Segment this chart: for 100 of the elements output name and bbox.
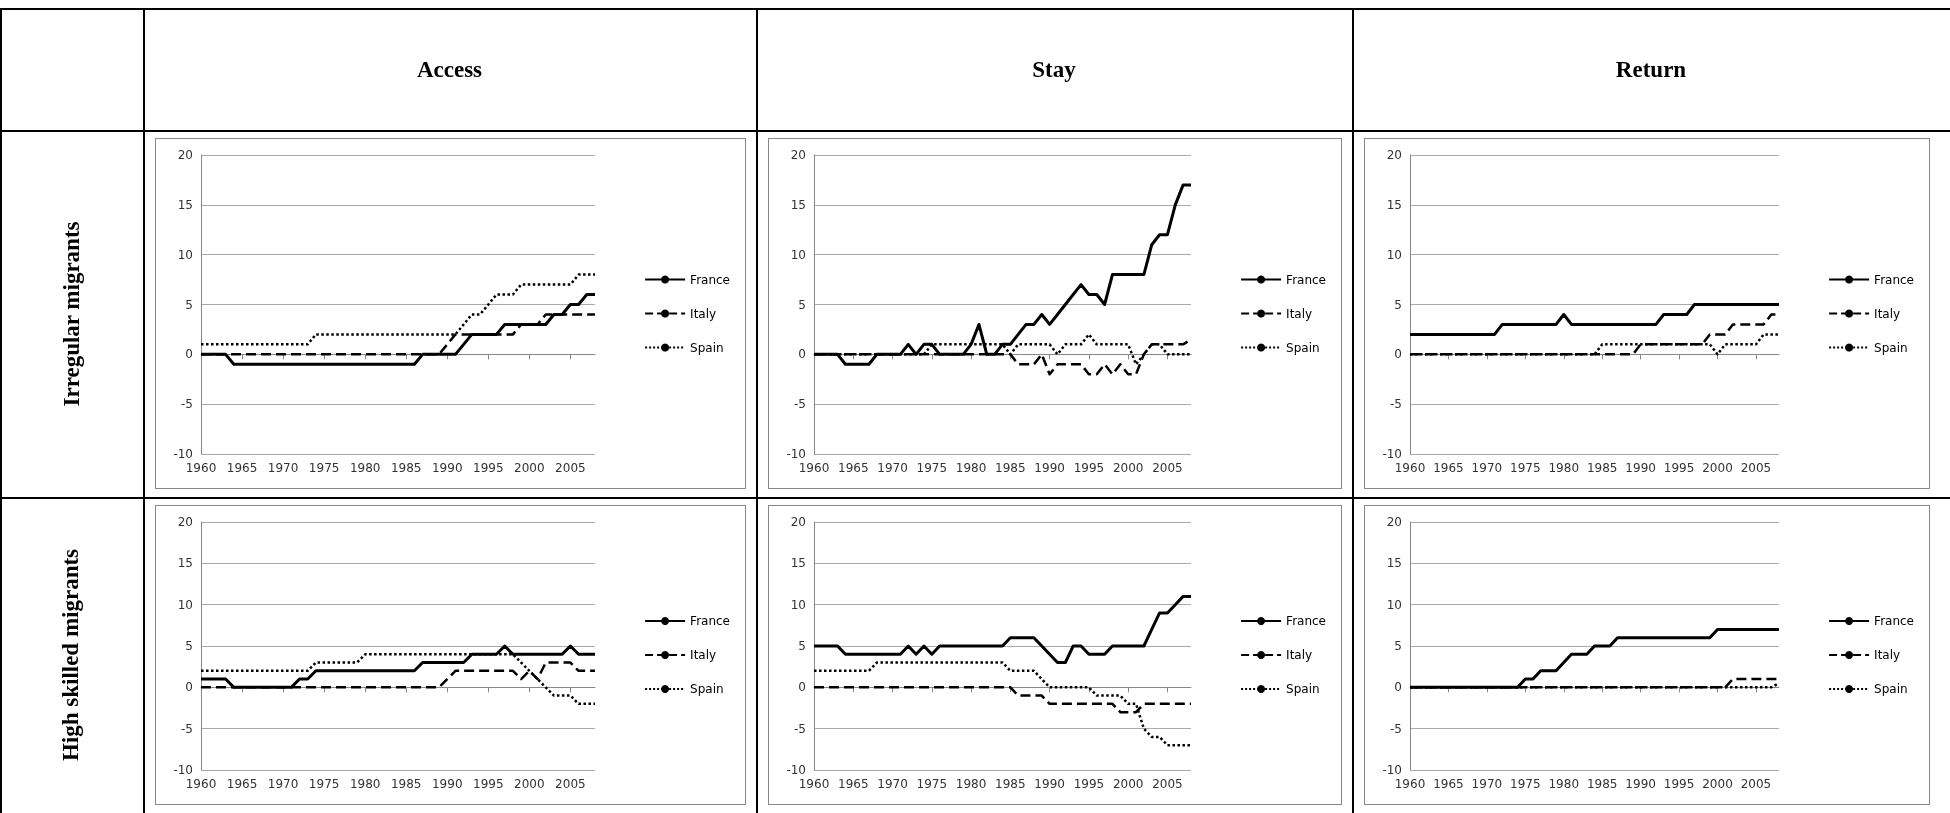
chart-title: Access: [415, 56, 484, 84]
x-tick-label: 1965: [226, 461, 258, 475]
x-tick-label: 2005: [1740, 777, 1772, 791]
x-tick-label: 1995: [1663, 461, 1695, 475]
x-tick-label: 1975: [308, 777, 340, 791]
x-tick-label: 1960: [798, 777, 830, 791]
x-tick-label: 1970: [267, 777, 299, 791]
chart-title: Return: [1614, 56, 1688, 84]
y-tick-label: 20: [1386, 515, 1402, 529]
y-tick-label: -10: [786, 763, 806, 777]
y-tick-label: -5: [181, 721, 193, 736]
x-tick-label: 1960: [185, 461, 217, 475]
y-tick-label: 5: [1394, 639, 1402, 653]
x-tick-label: 1990: [1625, 461, 1656, 475]
y-tick-label: 20: [790, 148, 806, 162]
y-tick-label: 10: [177, 247, 193, 262]
x-tick-label: 1980: [349, 777, 381, 791]
y-tick-label: -10: [1382, 447, 1402, 461]
legend-label: France: [1874, 614, 1914, 628]
y-tick-label: 15: [790, 197, 806, 212]
y-tick-label: 0: [185, 680, 193, 695]
y-tick-label: 5: [185, 639, 193, 653]
x-tick-label: 1975: [308, 461, 340, 475]
x-tick-label: 1980: [955, 777, 987, 791]
x-tick-label: 1980: [349, 461, 381, 475]
y-tick-label: 0: [185, 347, 193, 362]
x-tick-label: 1995: [473, 461, 504, 475]
x-tick-label: 1975: [1510, 777, 1541, 791]
y-tick-label: 20: [790, 515, 806, 529]
y-tick-label: 5: [1394, 297, 1402, 312]
x-tick-label: 1990: [1034, 777, 1065, 791]
x-tick-label: 1990: [431, 461, 463, 475]
x-tick-label: 2005: [555, 777, 586, 791]
x-tick-label: 1980: [955, 461, 987, 475]
x-tick-label: 1970: [1471, 777, 1503, 791]
y-tick-label: -5: [1390, 721, 1402, 736]
x-tick-label: 1990: [1625, 777, 1656, 791]
y-tick-label: 0: [798, 347, 806, 362]
x-tick-label: 1985: [995, 461, 1026, 475]
x-tick-label: 1960: [1394, 777, 1426, 791]
y-tick-label: 10: [790, 247, 806, 262]
legend-label: Spain: [690, 340, 724, 355]
y-tick-label: -5: [794, 721, 806, 736]
x-tick-label: 2000: [1702, 461, 1733, 475]
legend-label: Spain: [1874, 682, 1908, 696]
legend-label: Italy: [1874, 648, 1901, 662]
x-tick-label: 1960: [1394, 461, 1426, 475]
legend-label: Spain: [690, 682, 724, 696]
x-tick-label: 2000: [514, 777, 545, 791]
y-tick-label: 10: [1386, 247, 1402, 262]
x-tick-label: 1995: [1663, 777, 1695, 791]
x-tick-label: 1970: [267, 461, 299, 475]
y-tick-label: 15: [1386, 556, 1402, 571]
x-tick-label: 1995: [1073, 461, 1105, 475]
y-tick-label: 0: [1394, 680, 1402, 695]
y-tick-label: -10: [786, 447, 806, 461]
legend-label: France: [690, 614, 730, 628]
x-tick-label: 1975: [1510, 461, 1541, 475]
y-tick-label: -10: [1382, 763, 1402, 777]
y-tick-label: 20: [177, 515, 193, 529]
y-tick-label: 10: [1386, 597, 1402, 612]
x-tick-label: 2005: [1740, 461, 1772, 475]
x-tick-label: 2005: [555, 461, 586, 475]
x-tick-label: 1975: [916, 777, 948, 791]
x-tick-label: 1965: [838, 461, 869, 475]
x-tick-label: 1960: [185, 777, 217, 791]
y-tick-label: 15: [1386, 197, 1402, 212]
x-tick-label: 1975: [916, 461, 948, 475]
x-tick-label: 1965: [838, 777, 869, 791]
x-tick-label: 2005: [1152, 461, 1183, 475]
y-tick-label: 15: [177, 197, 193, 212]
x-tick-label: 1995: [473, 777, 504, 791]
legend-label: Italy: [1286, 648, 1313, 662]
legend-label: Italy: [1874, 306, 1901, 321]
x-tick-label: 2000: [1112, 777, 1144, 791]
legend-label: Italy: [690, 306, 717, 321]
x-tick-label: 2000: [1702, 777, 1733, 791]
y-tick-label: 5: [798, 639, 806, 653]
legend-label: Spain: [1874, 340, 1908, 355]
legend-label: Spain: [1286, 682, 1320, 696]
x-tick-label: 1985: [390, 777, 422, 791]
legend-label: France: [1286, 614, 1326, 628]
x-tick-label: 1965: [226, 777, 258, 791]
legend-label: France: [1286, 272, 1326, 287]
y-tick-label: -5: [181, 397, 193, 412]
x-tick-label: 1985: [1586, 461, 1618, 475]
y-axis-title: Irregular migrants: [58, 220, 85, 407]
y-tick-label: 5: [185, 297, 193, 312]
y-tick-label: 10: [177, 597, 193, 612]
y-tick-label: 20: [177, 148, 193, 162]
legend-label: France: [690, 272, 730, 287]
x-tick-label: 2005: [1152, 777, 1183, 791]
y-tick-label: -10: [173, 763, 193, 777]
y-axis-title: High skilled migrants: [58, 548, 85, 762]
x-tick-label: 1970: [877, 777, 908, 791]
x-tick-label: 1965: [1433, 777, 1464, 791]
x-tick-label: 1980: [1548, 777, 1580, 791]
x-tick-label: 1990: [431, 777, 463, 791]
y-tick-label: -10: [173, 447, 193, 461]
y-tick-label: 15: [177, 556, 193, 571]
